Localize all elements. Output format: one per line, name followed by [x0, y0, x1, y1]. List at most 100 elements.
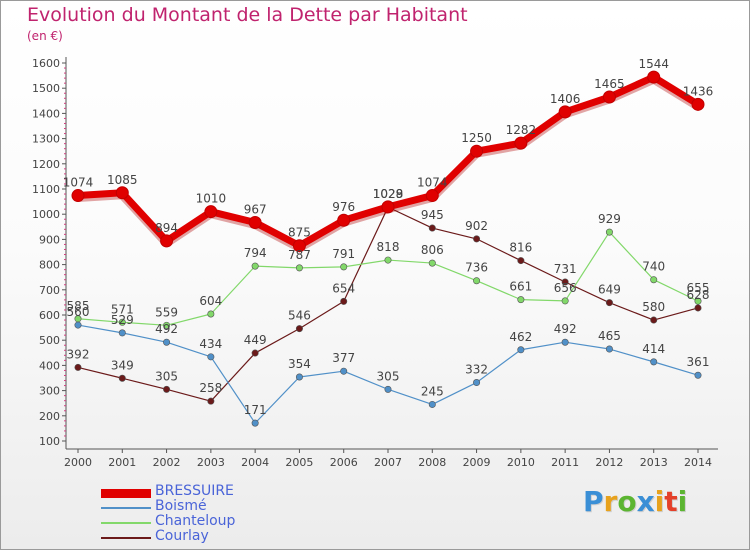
data-point [381, 200, 395, 214]
data-label: 740 [642, 260, 665, 274]
x-tick-label: 2006 [330, 456, 358, 469]
data-label: 816 [509, 241, 532, 255]
data-point [602, 90, 616, 104]
legend-label: Courlay [155, 528, 209, 544]
y-tick-label: 1200 [32, 158, 60, 171]
data-point [251, 419, 259, 427]
data-point [561, 278, 569, 286]
data-label: 875 [288, 226, 311, 240]
legend-item-boismé: Boismé [101, 498, 301, 515]
y-tick-label: 400 [39, 359, 60, 372]
data-point [118, 329, 126, 337]
x-tick-label: 2012 [595, 456, 623, 469]
data-label: 1406 [550, 92, 581, 106]
data-label: 976 [332, 200, 355, 214]
y-tick-label: 200 [39, 410, 60, 423]
data-point [473, 277, 481, 285]
data-point [251, 349, 259, 357]
data-label: 649 [598, 283, 621, 297]
data-label: 377 [332, 351, 355, 365]
data-point [605, 299, 613, 307]
x-tick-label: 2004 [241, 456, 269, 469]
data-label: 559 [155, 305, 178, 319]
data-point [647, 70, 661, 84]
data-point [694, 371, 702, 379]
data-point [74, 321, 82, 329]
y-tick-label: 1500 [32, 82, 60, 95]
data-point [650, 316, 658, 324]
data-label: 571 [111, 302, 134, 316]
data-label: 1544 [638, 57, 669, 71]
data-point [384, 385, 392, 393]
data-point [295, 325, 303, 333]
data-label: 171 [244, 403, 267, 417]
data-label: 794 [244, 246, 267, 260]
data-label: 929 [598, 212, 621, 226]
data-label: 1250 [461, 131, 492, 145]
data-point [118, 374, 126, 382]
data-point [473, 235, 481, 243]
x-tick-label: 2000 [64, 456, 92, 469]
chart-axes: 1002003004005006007008009001000110012001… [32, 57, 718, 469]
y-tick-label: 1000 [32, 208, 60, 221]
x-tick-label: 2011 [551, 456, 579, 469]
data-label: 434 [199, 337, 222, 351]
data-point [558, 105, 572, 119]
legend-swatch [101, 522, 151, 524]
data-label: 1436 [683, 84, 714, 98]
data-point [514, 136, 528, 150]
data-point [650, 276, 658, 284]
data-label: 736 [465, 261, 488, 275]
data-label: 560 [67, 305, 90, 319]
data-label: 604 [199, 294, 222, 308]
data-label: 332 [465, 363, 488, 377]
y-tick-label: 500 [39, 334, 60, 347]
data-label: 791 [332, 247, 355, 261]
data-point [517, 346, 525, 354]
data-label: 465 [598, 329, 621, 343]
data-point [115, 186, 129, 200]
data-point [204, 205, 218, 219]
legend-label: BRESSUIRE [155, 483, 234, 499]
y-tick-label: 1300 [32, 133, 60, 146]
data-label: 1085 [107, 173, 138, 187]
y-tick-label: 700 [39, 284, 60, 297]
x-tick-label: 2009 [463, 456, 491, 469]
data-point [605, 228, 613, 236]
data-point [118, 318, 126, 326]
legend-label: Chanteloup [155, 513, 236, 529]
data-label: 731 [554, 262, 577, 276]
data-label: 1465 [594, 77, 625, 91]
data-point [292, 239, 306, 253]
data-point [160, 234, 174, 248]
y-tick-label: 100 [39, 435, 60, 448]
legend-swatch [101, 507, 151, 509]
data-label: 967 [244, 203, 267, 217]
data-label: 392 [67, 347, 90, 361]
data-label: 305 [155, 369, 178, 383]
y-tick-label: 600 [39, 309, 60, 322]
data-label: 894 [155, 221, 178, 235]
data-point [295, 373, 303, 381]
proxiti-logo: Proxiti [583, 485, 688, 518]
data-point [473, 379, 481, 387]
data-label: 585 [67, 299, 90, 313]
legend-label: Boismé [155, 498, 207, 514]
data-point [340, 367, 348, 375]
data-point [251, 262, 259, 270]
data-label: 654 [332, 281, 355, 295]
data-point [207, 310, 215, 318]
data-point [207, 397, 215, 405]
data-point [517, 296, 525, 304]
x-tick-label: 2001 [108, 456, 136, 469]
data-label: 656 [554, 281, 577, 295]
data-labels-layer: 392 349 305 258 449 546 654 1028 945 902 816 731 649… [63, 57, 714, 417]
data-label: 1282 [506, 123, 537, 137]
data-point [74, 363, 82, 371]
data-point [428, 400, 436, 408]
data-point [425, 189, 439, 203]
data-label: 414 [642, 342, 665, 356]
y-tick-label: 1400 [32, 107, 60, 120]
data-label: 902 [465, 219, 488, 233]
data-label: 945 [421, 208, 444, 222]
